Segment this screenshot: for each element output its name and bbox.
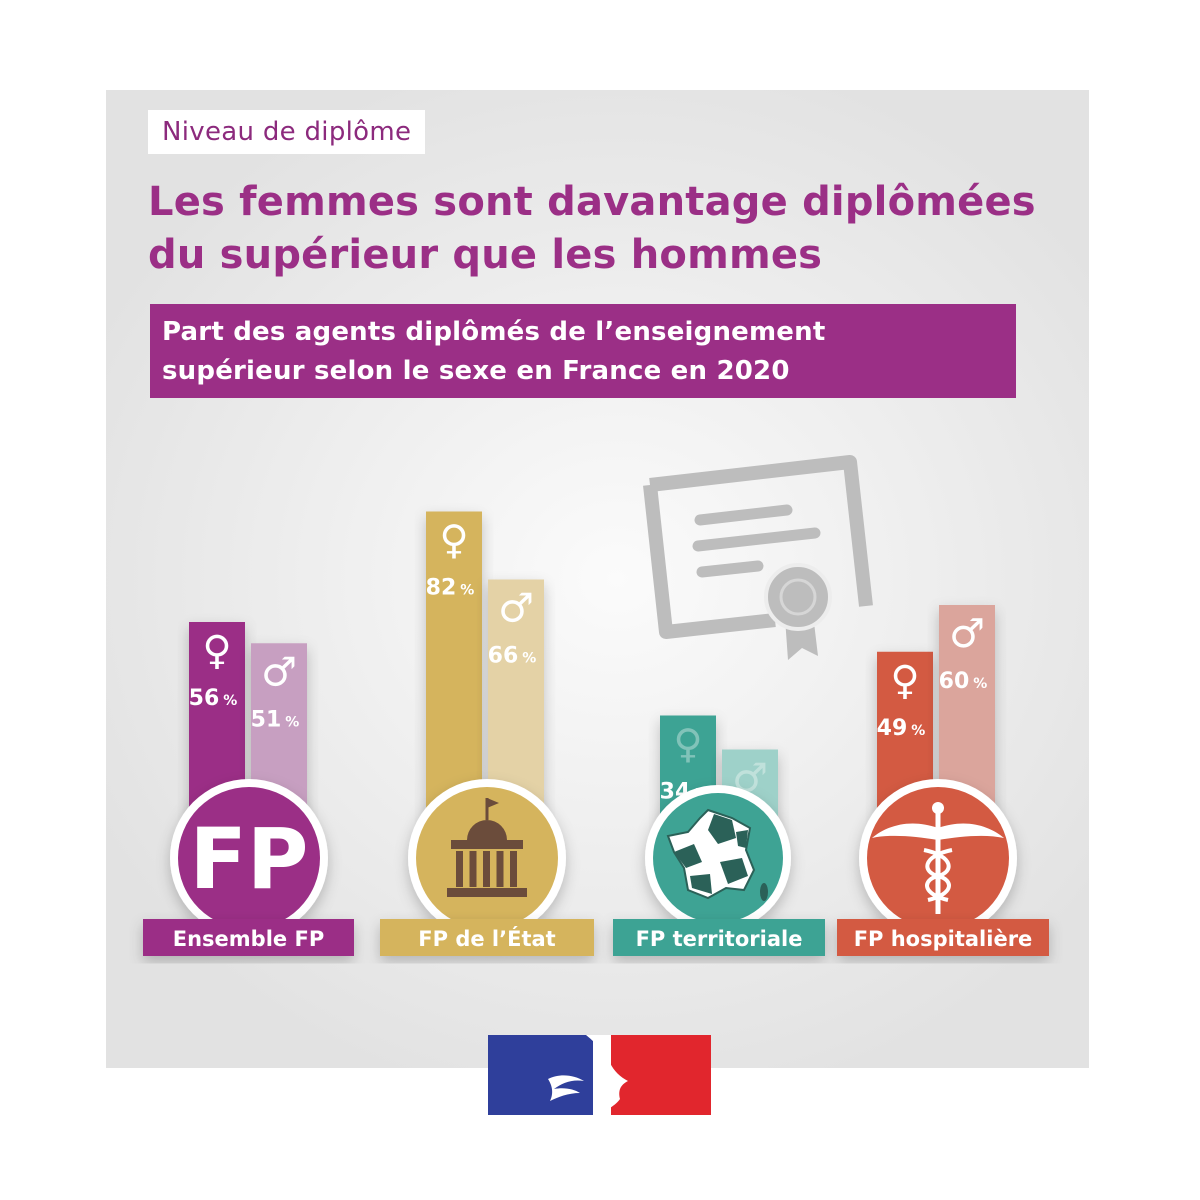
- chart-subtitle: Part des agents diplômés de l’enseigneme…: [150, 304, 1016, 398]
- mars-icon: ♂: [949, 611, 985, 657]
- subtitle-line-1: Part des agents diplômés de l’enseigneme…: [162, 317, 826, 347]
- venus-icon: ♀: [439, 518, 468, 564]
- category-label-text: FP territoriale: [636, 927, 803, 951]
- category-label-box: [143, 919, 354, 956]
- category-label-box: [837, 919, 1049, 956]
- page-title: Les femmes sont davantage diplômées du s…: [148, 176, 1088, 282]
- venus-icon: ♀: [890, 658, 919, 704]
- category-label-box: [613, 919, 825, 956]
- bar-male-fp-hospitaliere-value: 60%: [939, 669, 988, 694]
- emblem-disc: [178, 787, 320, 929]
- venus-icon: ♀: [202, 628, 231, 674]
- venus-icon: ♀: [673, 722, 702, 768]
- svg-text:FP: FP: [190, 810, 309, 908]
- category-label-ensemble-fp: Ensemble FP: [143, 919, 354, 956]
- category-label-text: FP hospitalière: [854, 927, 1033, 951]
- emblem-fp-de-l-etat: [408, 779, 566, 937]
- emblem-fp-territoriale: [645, 785, 791, 931]
- title-line-2: du supérieur que les hommes: [148, 232, 823, 278]
- category-label-text: FP de l’État: [418, 926, 555, 951]
- marianne-flag-logo: [488, 1035, 711, 1115]
- fp-monogram-icon: FP: [190, 810, 309, 908]
- emblem-ensemble-fp: FP: [170, 779, 328, 937]
- bar-female-ensemble-fp-value: 56%: [189, 686, 238, 711]
- mars-icon: ♂: [261, 649, 297, 695]
- france-map-icon: [666, 808, 768, 901]
- bar-female-fp-hospitaliere-value: 49%: [877, 716, 926, 741]
- certificate-icon: [643, 455, 873, 660]
- category-label-fp-de-l-etat: FP de l’État: [380, 919, 594, 956]
- labels-layer: Ensemble FP FP de l’État FP territoriale FP…: [143, 919, 1049, 956]
- bar-male-fp-de-l-etat-value: 66%: [488, 644, 537, 669]
- subtitle-line-2: supérieur selon le sexe en France en 202…: [162, 356, 790, 386]
- title-line-1: Les femmes sont davantage diplômées: [148, 179, 1036, 225]
- section-tag: Niveau de diplôme: [148, 110, 426, 154]
- caduceus-icon: [872, 802, 1004, 914]
- emblems-layer: FP: [170, 779, 1017, 937]
- category-label-fp-hospitaliere: FP hospitalière: [837, 919, 1049, 956]
- mars-icon: ♂: [498, 586, 534, 632]
- bar-female-fp-de-l-etat-value: 82%: [426, 576, 475, 601]
- bar-male-ensemble-fp-value: 51%: [251, 707, 300, 732]
- emblem-fp-hospitaliere: [859, 779, 1017, 937]
- category-label-box: [380, 919, 594, 956]
- government-building-icon: [447, 798, 527, 897]
- category-label-text: Ensemble FP: [173, 927, 324, 951]
- category-label-fp-territoriale: FP territoriale: [613, 919, 825, 956]
